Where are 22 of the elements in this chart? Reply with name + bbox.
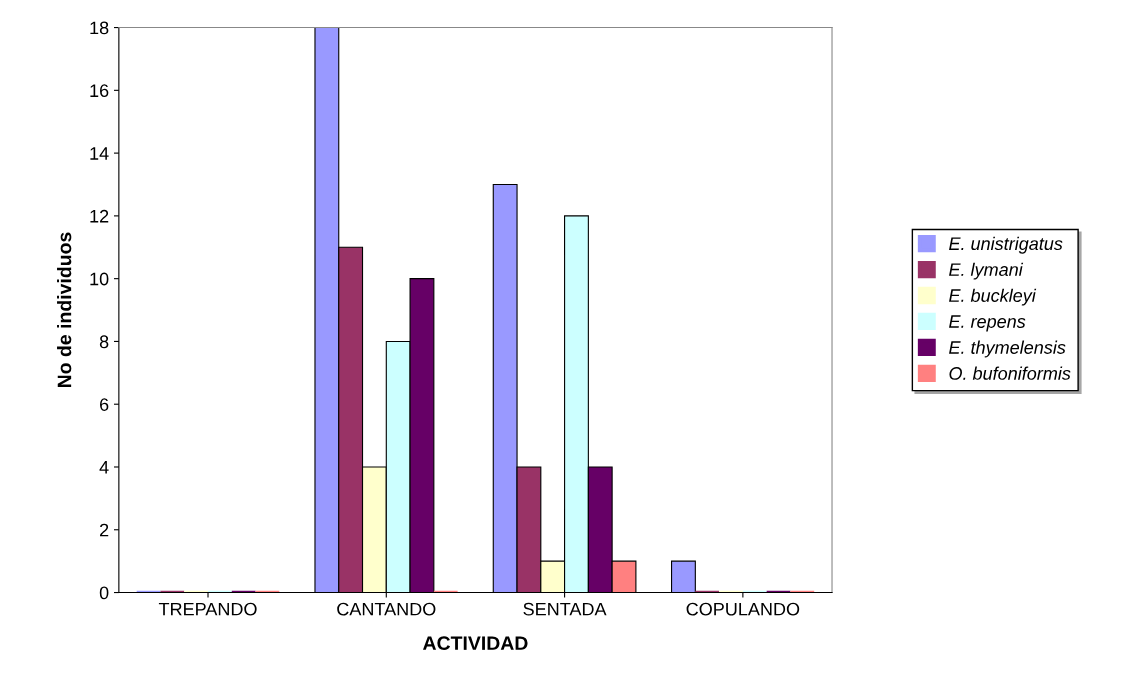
y-tick-label: 18: [90, 21, 109, 35]
x-tick-label: CANTANDO: [337, 602, 436, 616]
legend-label: E. unistrigatus: [949, 236, 1063, 254]
legend-label: E. repens: [949, 315, 1026, 332]
x-axis-title: ACTIVIDAD: [422, 636, 528, 651]
y-tick-label: 14: [90, 147, 109, 160]
y-tick-label: 8: [99, 335, 109, 349]
legend-label: E. buckleyi: [949, 288, 1037, 306]
y-tick-label: 2: [100, 523, 109, 537]
x-tick-label: SENTADA: [523, 602, 607, 616]
y-tick-label: 10: [90, 272, 109, 286]
y-tick-label: 4: [99, 461, 109, 474]
legend-label: E. thymelensis: [949, 340, 1066, 358]
y-tick-label: 16: [90, 84, 109, 98]
legend-label: O. bufoniformis: [949, 366, 1071, 380]
x-tick-label: TREPANDO: [158, 602, 257, 616]
y-tick-label: 0: [99, 586, 109, 600]
y-axis-title: No de individuos: [57, 232, 72, 388]
legend-label: E. lymani: [949, 262, 1024, 280]
y-tick-label: 6: [100, 398, 109, 411]
y-tick-label: 12: [90, 209, 109, 223]
x-tick-label: COPULANDO: [686, 602, 800, 616]
